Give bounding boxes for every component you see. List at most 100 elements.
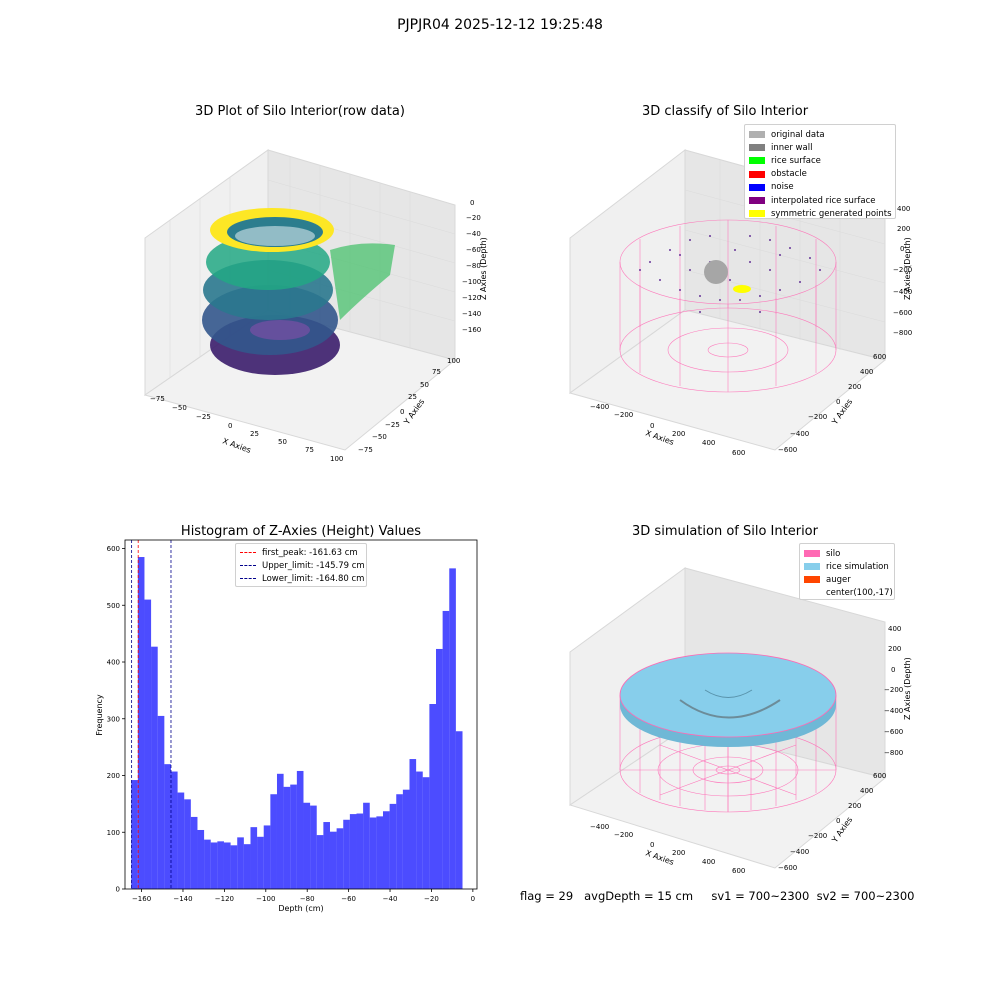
histogram-bar: [296, 770, 304, 889]
svg-text:0: 0: [891, 666, 895, 674]
svg-text:−600: −600: [778, 446, 797, 454]
histogram-bar: [389, 803, 397, 889]
histogram-bar: [436, 648, 443, 889]
simulation-x-label: X Axies: [644, 848, 675, 867]
simulation-auger-hollow: [679, 699, 781, 719]
svg-text:100: 100: [330, 455, 343, 463]
svg-text:−75: −75: [358, 446, 373, 454]
simulation-rice-side: [620, 695, 836, 747]
svg-text:600: 600: [732, 867, 745, 875]
svg-text:400: 400: [702, 439, 715, 447]
svg-text:400: 400: [888, 625, 901, 633]
figure-title: PJPJR04 2025-12-12 19:25:48: [397, 17, 603, 33]
histogram-x-tick-label: −80: [300, 895, 315, 903]
classify-x-label: X Axies: [644, 428, 675, 447]
svg-text:−200: −200: [808, 832, 827, 840]
svg-text:200: 200: [672, 849, 685, 857]
svg-text:600: 600: [873, 772, 886, 780]
svg-text:600: 600: [873, 353, 886, 361]
histogram-bar: [416, 771, 423, 889]
histogram-y-label: Frequency: [95, 694, 104, 736]
legend-swatch: [804, 550, 820, 558]
classify-symmetric-points: [733, 285, 751, 293]
legend-swatch: [749, 197, 765, 205]
histogram-y-tick-label: 100: [107, 829, 120, 837]
classify-silo-wireframe: [619, 219, 837, 393]
histogram-y-tick-label: 500: [107, 602, 120, 610]
svg-text:25: 25: [408, 393, 417, 401]
legend-item-auger: auger: [804, 573, 890, 586]
histogram-frame: [124, 539, 478, 890]
histogram-x-tick-label: −140: [173, 895, 192, 903]
legend-line: [240, 578, 256, 580]
legend-item-silo: silo: [804, 547, 890, 560]
histogram-bar: [151, 646, 158, 889]
svg-text:−120: −120: [462, 294, 481, 302]
histogram-bar: [402, 789, 410, 889]
histogram-bar: [323, 822, 330, 889]
status-footer: flag = 29 avgDepth = 15 cm sv1 = 700~230…: [520, 889, 915, 903]
histogram-bar: [131, 780, 138, 889]
legend-line: [240, 565, 256, 567]
histogram-bar: [303, 802, 311, 889]
histogram-bar: [170, 771, 178, 889]
histogram-bar: [310, 805, 317, 889]
histogram-bar: [329, 831, 337, 889]
simulation-x-ticks: −400 −200 0 200 400 600: [590, 823, 745, 875]
raw-3d-plot: −75 −50 −25 0 25 50 75 100 X Axies −75 −…: [143, 149, 488, 463]
histogram-x-ticks: −160 −140 −120 −100 −80 −60 −40 −20 0: [132, 889, 475, 903]
legend-item-lower-limit: Lower_limit: -164.80 cm: [240, 572, 364, 585]
histogram-bar: [455, 731, 463, 889]
svg-text:−25: −25: [196, 413, 211, 421]
svg-text:400: 400: [860, 368, 873, 376]
legend-item-noise: noise: [749, 181, 891, 194]
svg-text:200: 200: [848, 802, 861, 810]
histogram-bar: [144, 599, 152, 889]
histogram-bar: [230, 845, 238, 889]
svg-text:600: 600: [732, 449, 745, 457]
simulation-z-ticks: 400 200 0 −200 −400 −600 −800: [884, 625, 903, 757]
histogram-x-tick-label: 0: [471, 895, 475, 903]
raw-x-ticks: −75 −50 −25 0 25 50 75 100: [150, 395, 343, 463]
classify-x-ticks: −400 −200 0 200 400 600: [590, 403, 745, 457]
histogram-bar: [223, 842, 231, 889]
histogram-bar: [190, 816, 198, 889]
histogram-y-tick-label: 600: [107, 545, 120, 553]
histogram-legend: first_peak: -161.63 cm Upper_limit: -145…: [235, 543, 367, 587]
svg-text:−400: −400: [893, 288, 912, 296]
svg-text:−600: −600: [893, 309, 912, 317]
svg-text:100: 100: [447, 357, 460, 365]
legend-item-first-peak: first_peak: -161.63 cm: [240, 546, 362, 559]
legend-item-center: center(100,-17): [804, 587, 893, 600]
histogram-bar: [184, 799, 191, 889]
svg-text:0: 0: [900, 245, 904, 253]
svg-text:−50: −50: [172, 404, 187, 412]
svg-text:0: 0: [650, 841, 654, 849]
svg-text:75: 75: [432, 368, 441, 376]
simulation-floor-pane: [568, 727, 887, 869]
raw-y-ticks: −75 −50 −25 0 25 50 75 100: [358, 357, 460, 454]
legend-item-upper-limit: Upper_limit: -145.79 cm: [240, 559, 365, 572]
svg-text:−600: −600: [884, 728, 903, 736]
histogram-bar: [204, 839, 211, 889]
svg-text:200: 200: [848, 383, 861, 391]
svg-text:−400: −400: [790, 430, 809, 438]
svg-text:200: 200: [672, 430, 685, 438]
histogram-bar: [197, 829, 205, 889]
histogram-bar: [429, 704, 437, 889]
histogram-bar: [349, 814, 357, 889]
simulation-plot-title: 3D simulation of Silo Interior: [632, 524, 818, 539]
histogram-vlines: [131, 540, 172, 889]
legend-swatch: [749, 210, 765, 218]
histogram-x-tick-label: −100: [256, 895, 275, 903]
legend-swatch: [749, 170, 765, 178]
svg-text:−400: −400: [884, 707, 903, 715]
histogram-bar: [137, 557, 145, 889]
legend-swatch: [749, 183, 765, 191]
legend-swatch: [749, 157, 765, 165]
simulation-z-label: Z Axies (Depth): [903, 657, 912, 720]
svg-text:0: 0: [836, 817, 840, 825]
svg-text:50: 50: [278, 438, 287, 446]
histogram-bar: [316, 835, 324, 889]
histogram-bar: [217, 841, 224, 889]
